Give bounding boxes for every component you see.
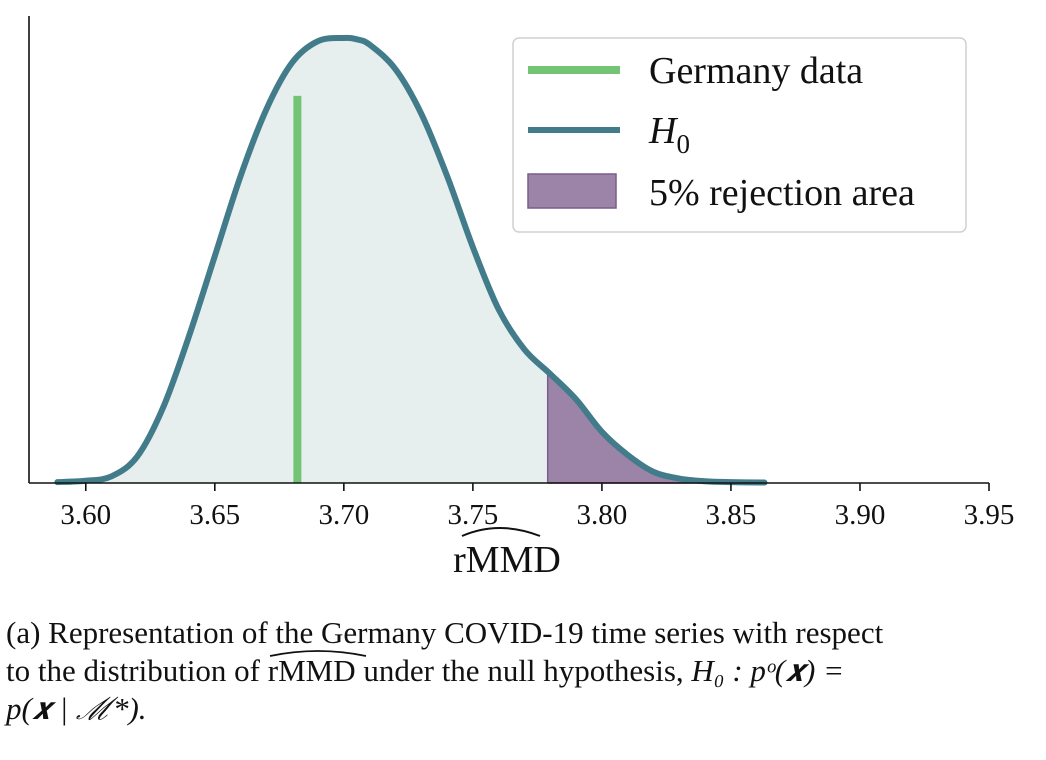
h0-density-fill [57, 37, 765, 483]
caption-text-a: to the distribution of [6, 653, 268, 688]
density-chart: 3.60 3.65 3.70 3.75 3.80 3.85 3.90 3.95 rMMD Ge… [28, 16, 1014, 581]
caption-math-h0: H₀ : pᵒ(𝒙) = [691, 653, 844, 688]
caption-line-2: to the distribution of rMMD under the nu… [6, 650, 1042, 690]
legend-box [512, 37, 967, 233]
h0-density-curve [54, 34, 768, 486]
legend: Germany data H0 5% rejection area [512, 37, 967, 233]
x-tick-label: 3.75 [447, 499, 498, 531]
x-tick-label: 3.70 [318, 499, 369, 531]
legend-rejection-label: 5% rejection area [649, 172, 915, 214]
x-axis-label-hat [461, 527, 541, 537]
legend-h0-sub: 0 [676, 129, 690, 159]
legend-germany-label: Germany data [649, 50, 863, 92]
x-tick-label: 3.60 [60, 499, 111, 531]
x-tick-label: 3.90 [835, 499, 886, 531]
x-tick-label: 3.65 [189, 499, 240, 531]
legend-rejection-swatch [527, 173, 617, 209]
x-tick-label: 3.95 [964, 499, 1015, 531]
caption-line-1: (a) Representation of the Germany COVID-… [6, 615, 884, 650]
caption-text-b: under the null hypothesis, [355, 653, 692, 688]
figure-caption: (a) Representation of the Germany COVID-… [6, 614, 1042, 728]
x-ticks: 3.60 3.65 3.70 3.75 3.80 3.85 3.90 3.95 [60, 483, 1014, 531]
legend-h0-main: H [648, 110, 679, 152]
rejection-area [546, 369, 766, 484]
caption-rmmd-text: rMMD [267, 653, 356, 688]
plot-area [54, 34, 768, 486]
caption-rmmd-hat [269, 650, 366, 657]
x-tick-label: 3.85 [706, 499, 757, 531]
legend-h0-label: H0 [648, 110, 690, 159]
x-axis-label: rMMD [453, 527, 561, 581]
x-axis-label-text: rMMD [453, 539, 561, 581]
caption-line-3: p(𝒙 | ℳ*). [6, 691, 147, 726]
x-tick-label: 3.80 [577, 499, 628, 531]
caption-rmmd-symbol: rMMD [267, 650, 366, 690]
